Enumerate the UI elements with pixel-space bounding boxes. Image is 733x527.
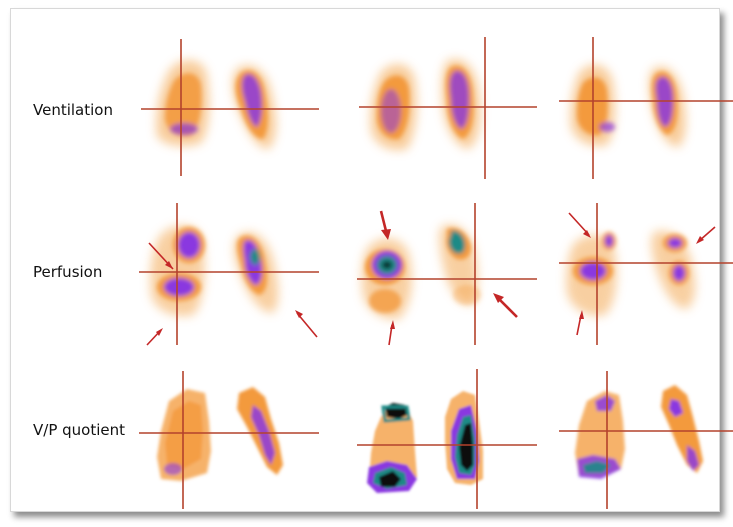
vp-quotient-scan-1 [129, 361, 319, 511]
ventilation-scan-3 [549, 31, 733, 181]
perfusion-scan-1 [129, 197, 319, 347]
vp-quotient-scan-3 [549, 361, 733, 511]
ventilation-scan-1 [129, 31, 319, 181]
figure-frame: Ventilation Perfusion V/P quotient [10, 8, 733, 512]
row-label-vp-quotient: V/P quotient [33, 421, 125, 439]
row-label-ventilation: Ventilation [33, 101, 113, 119]
row-label-perfusion: Perfusion [33, 263, 103, 281]
perfusion-scan-2 [347, 197, 537, 347]
ventilation-scan-2 [347, 31, 537, 181]
perfusion-scan-3 [549, 197, 733, 347]
vp-quotient-scan-2 [347, 361, 537, 511]
